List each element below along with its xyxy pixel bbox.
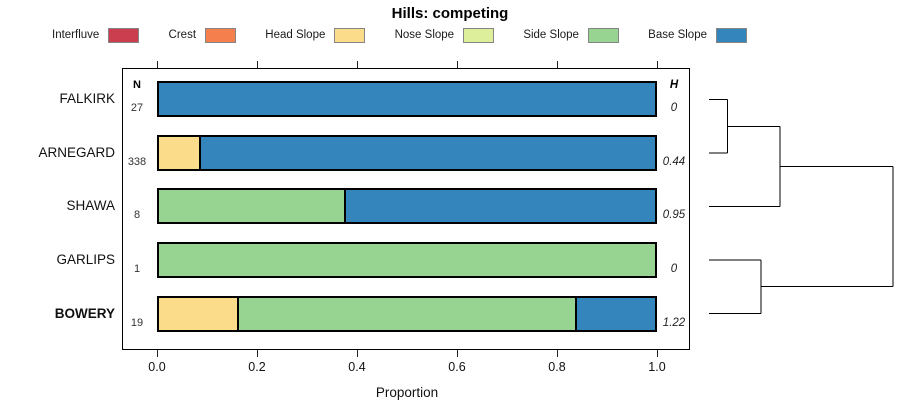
legend-item: Base Slope	[648, 27, 747, 43]
bar-segment	[236, 297, 576, 330]
bar-segment	[344, 190, 655, 223]
legend-swatch	[587, 27, 619, 43]
legend-label: Interfluve	[52, 29, 100, 41]
bar-segment	[159, 297, 237, 330]
legend-swatch	[108, 27, 140, 43]
x-tick-label: 0.8	[548, 360, 566, 374]
n-value: 1	[133, 263, 141, 276]
stacked-bar	[157, 81, 657, 117]
x-tick-label: 0.0	[148, 360, 166, 374]
x-tick-label: 0.4	[348, 360, 366, 374]
x-tick-label: 0.6	[448, 360, 466, 374]
row-label: BOWERY	[54, 305, 115, 321]
top-axis-tick	[656, 61, 658, 68]
x-tick-label: 1.0	[648, 360, 666, 374]
top-axis-tick	[556, 61, 558, 68]
legend-swatch	[463, 27, 495, 43]
legend-swatch	[716, 27, 747, 43]
bottom-axis-tick	[156, 350, 158, 357]
legend-label: Head Slope	[265, 29, 326, 41]
n-value: 19	[130, 316, 144, 329]
h-value: 0.44	[662, 155, 686, 168]
plot-panel	[122, 68, 690, 350]
stacked-bar	[157, 242, 657, 279]
bottom-axis-tick	[656, 350, 658, 357]
row-label: SHAWA	[66, 198, 115, 214]
h-column-header: H	[669, 79, 679, 91]
row-label: GARLIPS	[56, 252, 115, 268]
n-value: 27	[130, 102, 144, 114]
stacked-bar	[157, 295, 657, 332]
legend-item: Crest	[168, 27, 237, 43]
stacked-bar	[157, 134, 657, 171]
n-value: 8	[133, 209, 141, 222]
n-value: 338	[127, 155, 147, 168]
bar-segment	[159, 83, 655, 115]
legend-swatch	[205, 27, 237, 43]
row-label: ARNEGARD	[38, 144, 115, 160]
bottom-axis-tick	[256, 350, 258, 357]
bar-segment	[575, 297, 655, 330]
h-value: 0	[670, 263, 678, 276]
bar-segment	[159, 244, 655, 277]
bottom-axis-tick	[356, 350, 358, 357]
dendrogram	[709, 99, 894, 314]
top-axis-tick	[456, 61, 458, 68]
legend-label: Nose Slope	[394, 29, 455, 41]
x-tick-label: 0.2	[248, 360, 266, 374]
top-axis-tick	[356, 61, 358, 68]
legend: Interfluve Crest Head Slope Nose Slope Side …	[52, 25, 747, 45]
h-value: 0.95	[662, 209, 686, 222]
legend-item: Nose Slope	[394, 27, 495, 43]
bottom-axis-tick	[456, 350, 458, 357]
chart-title: Hills: competing	[391, 5, 509, 22]
legend-item: Head Slope	[265, 27, 366, 43]
x-axis-title: Proportion	[375, 385, 439, 400]
h-value: 0	[670, 102, 678, 114]
row-label: FALKIRK	[59, 91, 115, 106]
top-axis-tick	[156, 61, 158, 68]
legend-swatch	[334, 27, 366, 43]
top-axis-tick	[256, 61, 258, 68]
legend-label: Crest	[168, 29, 197, 41]
stacked-bar	[157, 188, 657, 225]
legend-item: Side Slope	[523, 27, 619, 43]
bottom-axis-tick	[556, 350, 558, 357]
legend-label: Side Slope	[523, 29, 579, 41]
n-column-header: N	[133, 79, 141, 91]
bar-segment	[159, 136, 199, 169]
legend-item: Interfluve	[52, 27, 140, 43]
h-value: 1.22	[662, 316, 686, 329]
legend-label: Base Slope	[648, 29, 707, 41]
bar-segment	[198, 136, 655, 169]
bar-segment	[159, 190, 345, 223]
